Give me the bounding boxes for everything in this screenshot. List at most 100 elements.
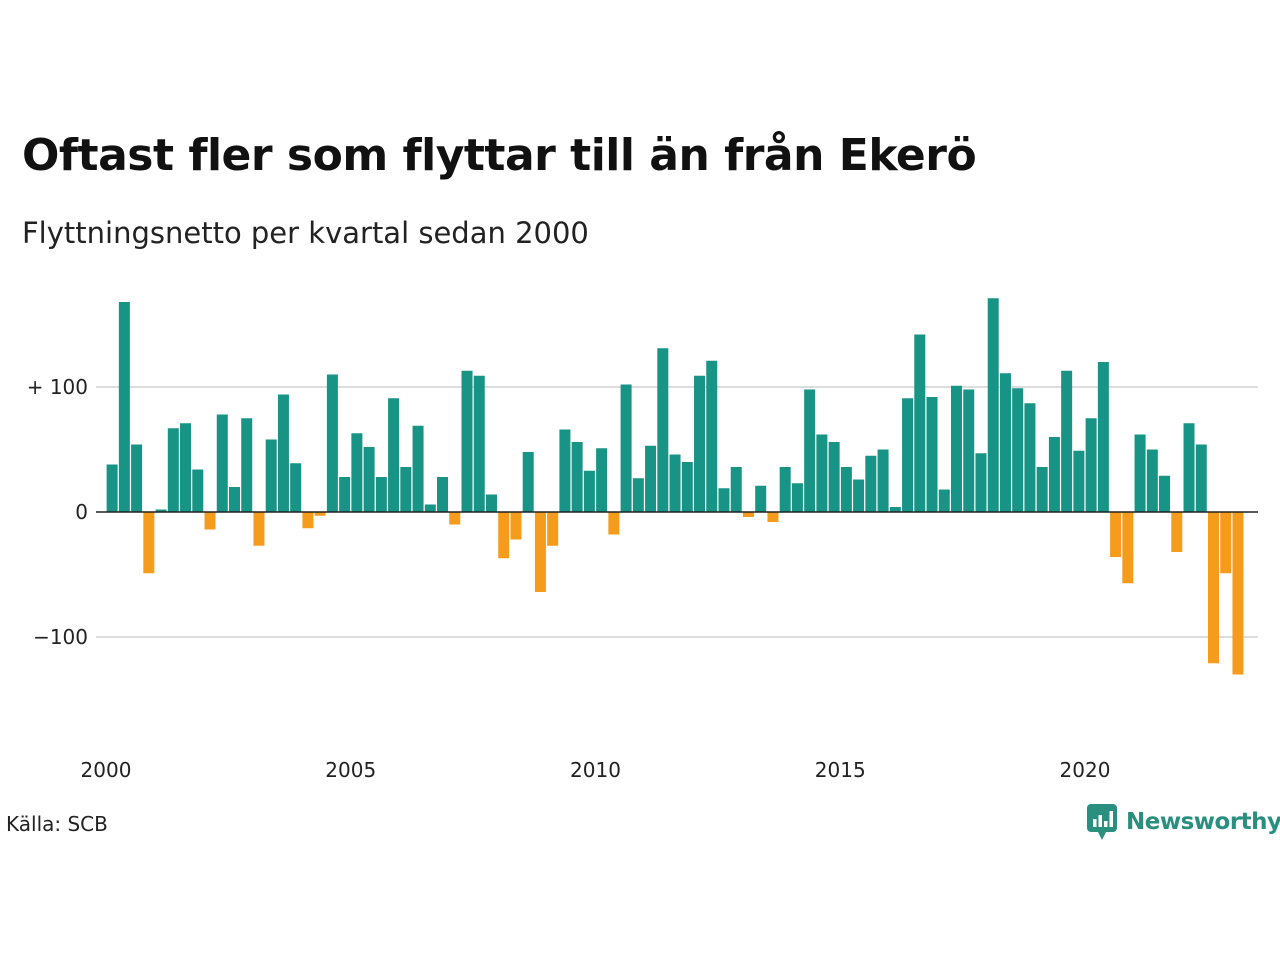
- bar: [779, 467, 791, 512]
- x-tick-label: 2020: [1060, 758, 1111, 782]
- bar: [1048, 437, 1060, 512]
- bar: [1134, 434, 1146, 512]
- bar: [180, 423, 192, 512]
- bar: [547, 512, 559, 546]
- bar: [1073, 450, 1085, 512]
- newsworthy-chart-bubble-icon: [1087, 804, 1117, 840]
- bar: [951, 385, 963, 512]
- x-tick-label: 2010: [570, 758, 621, 782]
- bar: [608, 512, 620, 535]
- bar: [681, 462, 693, 512]
- bar: [339, 477, 351, 512]
- bar: [840, 467, 852, 512]
- bar: [253, 512, 265, 546]
- bar: [228, 487, 240, 512]
- source-note: Källa: SCB: [6, 812, 108, 836]
- bar: [106, 464, 118, 512]
- bar: [865, 455, 877, 512]
- bar: [706, 360, 718, 512]
- bar: [314, 512, 326, 516]
- x-tick-label: 2015: [815, 758, 866, 782]
- bar: [216, 414, 228, 512]
- bar: [424, 504, 436, 512]
- bar: [290, 463, 302, 512]
- bar: [1024, 403, 1036, 512]
- bar: [1220, 512, 1232, 574]
- bar: [938, 489, 950, 512]
- bar: [522, 452, 534, 512]
- bars: [106, 298, 1244, 675]
- bar: [620, 384, 632, 512]
- bar: [1085, 418, 1097, 512]
- bar: [926, 397, 938, 512]
- bar: [755, 485, 767, 512]
- axes: + 100 0 −100 2000 2005 2010 2015 2020: [27, 375, 1258, 782]
- bar: [1195, 444, 1207, 512]
- bar: [767, 512, 779, 522]
- bar: [534, 512, 546, 592]
- bar: [461, 370, 473, 512]
- bar: [559, 429, 571, 512]
- bar: [400, 467, 412, 512]
- bar: [853, 479, 865, 512]
- bar: [828, 442, 840, 512]
- bar: [437, 477, 449, 512]
- bar: [742, 512, 754, 517]
- bar: [816, 434, 828, 512]
- bar: [694, 375, 706, 512]
- bar: [241, 418, 253, 512]
- bar-chart: + 100 0 −100 2000 2005 2010 2015 2020: [27, 298, 1258, 782]
- bar: [1207, 512, 1219, 664]
- x-tick-label: 2005: [325, 758, 376, 782]
- bar: [1183, 423, 1195, 512]
- bar: [791, 483, 803, 512]
- y-tick-label: 0: [75, 500, 88, 524]
- bar: [155, 509, 167, 512]
- bar: [1232, 512, 1244, 675]
- bar: [1061, 370, 1073, 512]
- bar: [375, 477, 387, 512]
- bar: [583, 470, 595, 512]
- brand-name: Newsworthy: [1126, 809, 1280, 835]
- bar: [143, 512, 155, 574]
- bar: [1097, 362, 1109, 512]
- chart-subtitle: Flyttningsnetto per kvartal sedan 2000: [22, 216, 589, 250]
- bar: [277, 394, 289, 512]
- bar: [351, 433, 363, 512]
- bar: [1159, 475, 1171, 512]
- bar: [730, 467, 742, 512]
- brand-logo: Newsworthy: [1086, 803, 1280, 841]
- bar: [1171, 512, 1183, 552]
- bar: [265, 439, 277, 512]
- bar: [388, 398, 400, 512]
- bar: [877, 449, 889, 512]
- bar: [975, 453, 987, 512]
- bar: [510, 512, 522, 540]
- bar: [1012, 388, 1024, 512]
- y-tick-label: −100: [33, 625, 88, 649]
- bar: [669, 454, 681, 512]
- bar: [645, 445, 657, 512]
- bar: [999, 373, 1011, 512]
- bar: [1122, 512, 1134, 584]
- bar: [1110, 512, 1122, 557]
- bar: [326, 374, 338, 512]
- bar: [804, 389, 816, 512]
- bar: [204, 512, 216, 530]
- bar: [1036, 467, 1048, 512]
- bar: [449, 512, 461, 525]
- chart-title: Oftast fler som flyttar till än från Eke…: [22, 130, 977, 181]
- x-tick-label: 2000: [81, 758, 132, 782]
- bar: [632, 478, 644, 512]
- bar: [473, 375, 485, 512]
- bar: [571, 442, 583, 512]
- bar: [131, 444, 143, 512]
- bar: [498, 512, 510, 559]
- bar: [657, 348, 669, 512]
- bar: [485, 494, 497, 512]
- bar: [363, 447, 375, 512]
- y-tick-label: + 100: [27, 375, 88, 399]
- bar: [118, 302, 130, 512]
- bar: [914, 334, 926, 512]
- bar: [987, 298, 999, 512]
